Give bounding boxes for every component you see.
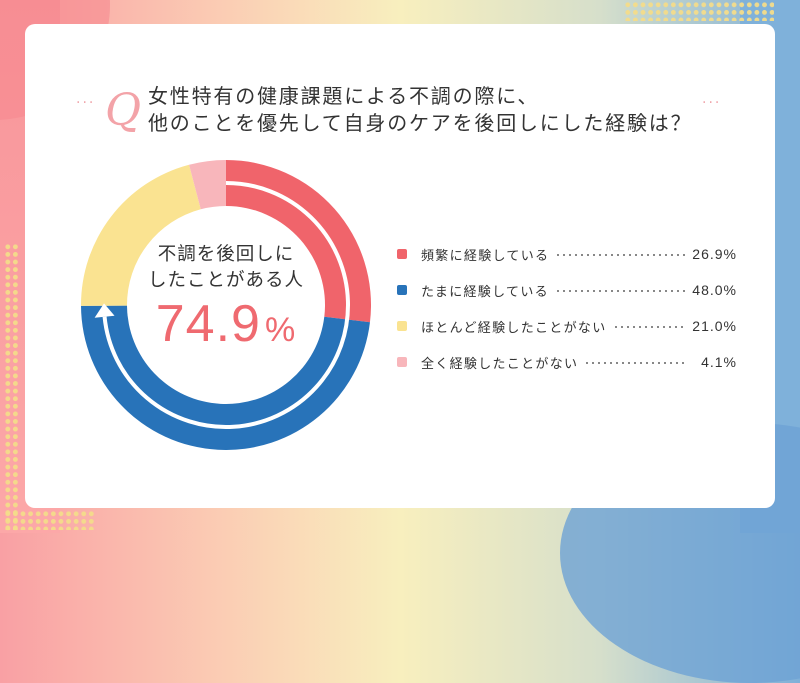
legend-item: 全く経験したことがない 4.1%: [397, 344, 737, 380]
leader-dots: [612, 326, 687, 328]
leader-dots: [584, 362, 687, 364]
legend-swatch-frequently: [397, 249, 407, 259]
legend-item: 頻繁に経験している 26.9%: [397, 236, 737, 272]
donut-slice: [81, 305, 370, 450]
legend-swatch-rarely: [397, 321, 407, 331]
donut-center-annotation: 不調を後回しに したことがある人 74.9%: [81, 160, 371, 450]
legend-swatch-sometimes: [397, 285, 407, 295]
center-label-line-2: したことがある人: [147, 270, 304, 291]
decorative-dot-pattern-bottom: [4, 510, 94, 530]
center-value-number: 74.9: [155, 295, 261, 353]
legend-label: ほとんど経験したことがない: [421, 320, 607, 336]
decorative-dot-pattern-top: [624, 1, 774, 21]
legend-value: 4.1%: [701, 354, 737, 370]
legend-item: ほとんど経験したことがない 21.0%: [397, 308, 737, 344]
arrowhead-icon: [94, 303, 115, 318]
legend-value: 26.9%: [692, 246, 737, 262]
center-value-unit: %: [264, 311, 297, 349]
decorative-dot-pattern-left: [4, 243, 20, 533]
legend-label: 全く経験したことがない: [421, 356, 579, 372]
legend-value: 48.0%: [692, 282, 737, 298]
donut-chart: [81, 160, 371, 450]
center-label: 不調を後回しに したことがある人: [148, 242, 304, 294]
chart-title: 女性特有の健康課題による不調の際に、 他のことを優先して自身のケアを後回しにした…: [148, 83, 708, 137]
legend-label: 頻繁に経験している: [421, 248, 550, 264]
center-label-line-1: 不調を後回しに: [157, 244, 295, 265]
legend-swatch-never: [397, 357, 407, 367]
leader-dots: [554, 290, 687, 292]
title-decoration-right: ···: [702, 95, 722, 111]
question-q-icon: Q: [105, 85, 142, 136]
donut-slice: [226, 160, 371, 323]
title-line-2: 他のことを優先して自身のケアを後回しにした経験は？: [148, 111, 693, 135]
legend-label: たまに経験している: [421, 284, 549, 300]
donut-slice: [81, 164, 201, 306]
legend-item: たまに経験している 48.0%: [397, 272, 737, 308]
legend-value: 21.0%: [692, 318, 737, 334]
donut-slice: [189, 160, 226, 210]
leader-dots: [555, 254, 687, 256]
title-decoration-left: ···: [76, 95, 96, 111]
arrow-track: [102, 181, 350, 429]
chart-legend: 頻繁に経験している 26.9% たまに経験している 48.0% ほとんど経験した…: [397, 236, 737, 380]
donut-chart-svg: [81, 160, 371, 450]
title-line-1: 女性特有の健康課題による不調の際に、: [148, 84, 540, 108]
center-value: 74.9%: [156, 296, 296, 358]
